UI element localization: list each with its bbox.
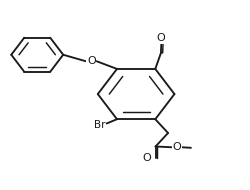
Text: O: O [156, 33, 165, 43]
Text: O: O [87, 56, 96, 66]
Text: O: O [172, 142, 181, 152]
Text: Br: Br [94, 120, 106, 130]
Text: O: O [143, 153, 152, 163]
